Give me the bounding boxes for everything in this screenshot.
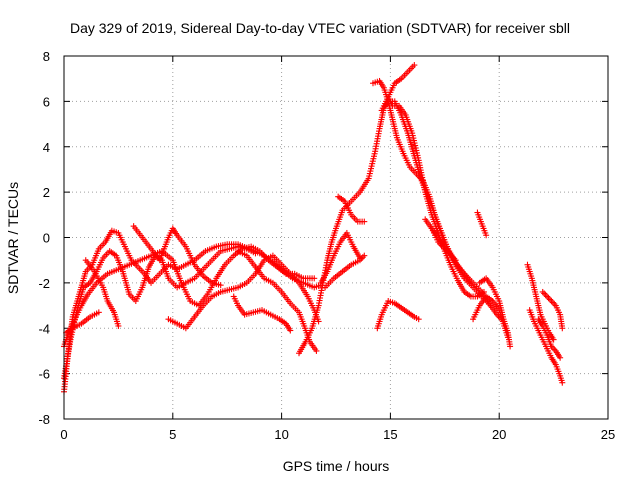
series-track-16 — [385, 93, 487, 300]
data-point — [559, 325, 566, 332]
chart-title: Day 329 of 2019, Sidereal Day-to-day VTE… — [70, 20, 570, 36]
x-tick-label: 0 — [60, 427, 67, 442]
series-track-5 — [82, 257, 122, 329]
y-tick-label: -6 — [38, 367, 50, 382]
x-tick-label: 10 — [274, 427, 288, 442]
data-points — [61, 62, 566, 395]
x-tick-label: 20 — [492, 427, 506, 442]
x-tick-labels: 0 5 10 15 20 25 — [60, 427, 615, 442]
series-track-6 — [130, 223, 224, 289]
x-tick-label: 5 — [169, 427, 176, 442]
data-point — [539, 288, 546, 295]
series-track-13 — [335, 193, 368, 225]
y-tick-labels: -8 -6 -4 -2 0 2 4 6 8 — [38, 49, 50, 427]
data-point — [541, 290, 548, 297]
data-point — [415, 316, 422, 323]
data-point — [361, 252, 368, 259]
plot-frame — [63, 55, 609, 420]
series-track-20 — [474, 209, 490, 239]
data-point — [559, 379, 566, 386]
series-track-24 — [526, 307, 566, 386]
series-track-3 — [61, 243, 318, 350]
y-tick-label: -2 — [38, 276, 50, 291]
data-point — [359, 254, 366, 261]
series-track-17 — [374, 298, 422, 332]
series-track-25 — [535, 316, 564, 361]
series-track-1 — [61, 227, 324, 395]
series-track-15 — [378, 62, 418, 114]
series-track-8 — [230, 293, 294, 334]
y-tick-label: -8 — [38, 412, 50, 427]
data-point — [546, 296, 553, 303]
data-point — [545, 295, 552, 301]
y-tick-label: 4 — [43, 140, 50, 155]
data-point — [467, 279, 474, 286]
series-track-7 — [165, 252, 322, 332]
data-point — [548, 298, 555, 305]
data-point — [115, 322, 122, 329]
y-tick-label: -4 — [38, 321, 50, 336]
data-point — [287, 327, 294, 334]
y-tick-label: 2 — [43, 185, 50, 200]
data-point — [313, 347, 320, 354]
series-track-4 — [63, 309, 102, 336]
series-track-23 — [524, 261, 557, 343]
data-point — [507, 343, 514, 350]
x-axis-label: GPS time / hours — [283, 458, 390, 474]
data-point — [557, 354, 564, 361]
data-point — [544, 293, 551, 300]
series-track-26 — [539, 288, 566, 332]
series-track-19 — [422, 216, 459, 264]
data-point — [549, 299, 556, 306]
data-point — [452, 257, 459, 264]
y-axis-label: SDTVAR / TECUs — [5, 182, 21, 294]
x-tick-label: 15 — [383, 427, 397, 442]
data-point — [480, 288, 487, 295]
data-point — [311, 275, 318, 282]
series-track-10 — [296, 98, 494, 357]
data-point — [361, 218, 368, 225]
data-point — [483, 232, 490, 239]
x-tick-label: 25 — [601, 427, 615, 442]
y-tick-label: 6 — [43, 94, 50, 109]
y-tick-label: 0 — [43, 231, 50, 246]
data-point — [217, 282, 224, 289]
data-point — [95, 309, 102, 316]
data-point — [542, 291, 549, 298]
data-point — [411, 62, 418, 69]
y-tick-label: 8 — [43, 49, 50, 64]
series-track-22 — [476, 275, 514, 350]
data-point — [356, 254, 363, 261]
series-track-12 — [317, 229, 363, 286]
